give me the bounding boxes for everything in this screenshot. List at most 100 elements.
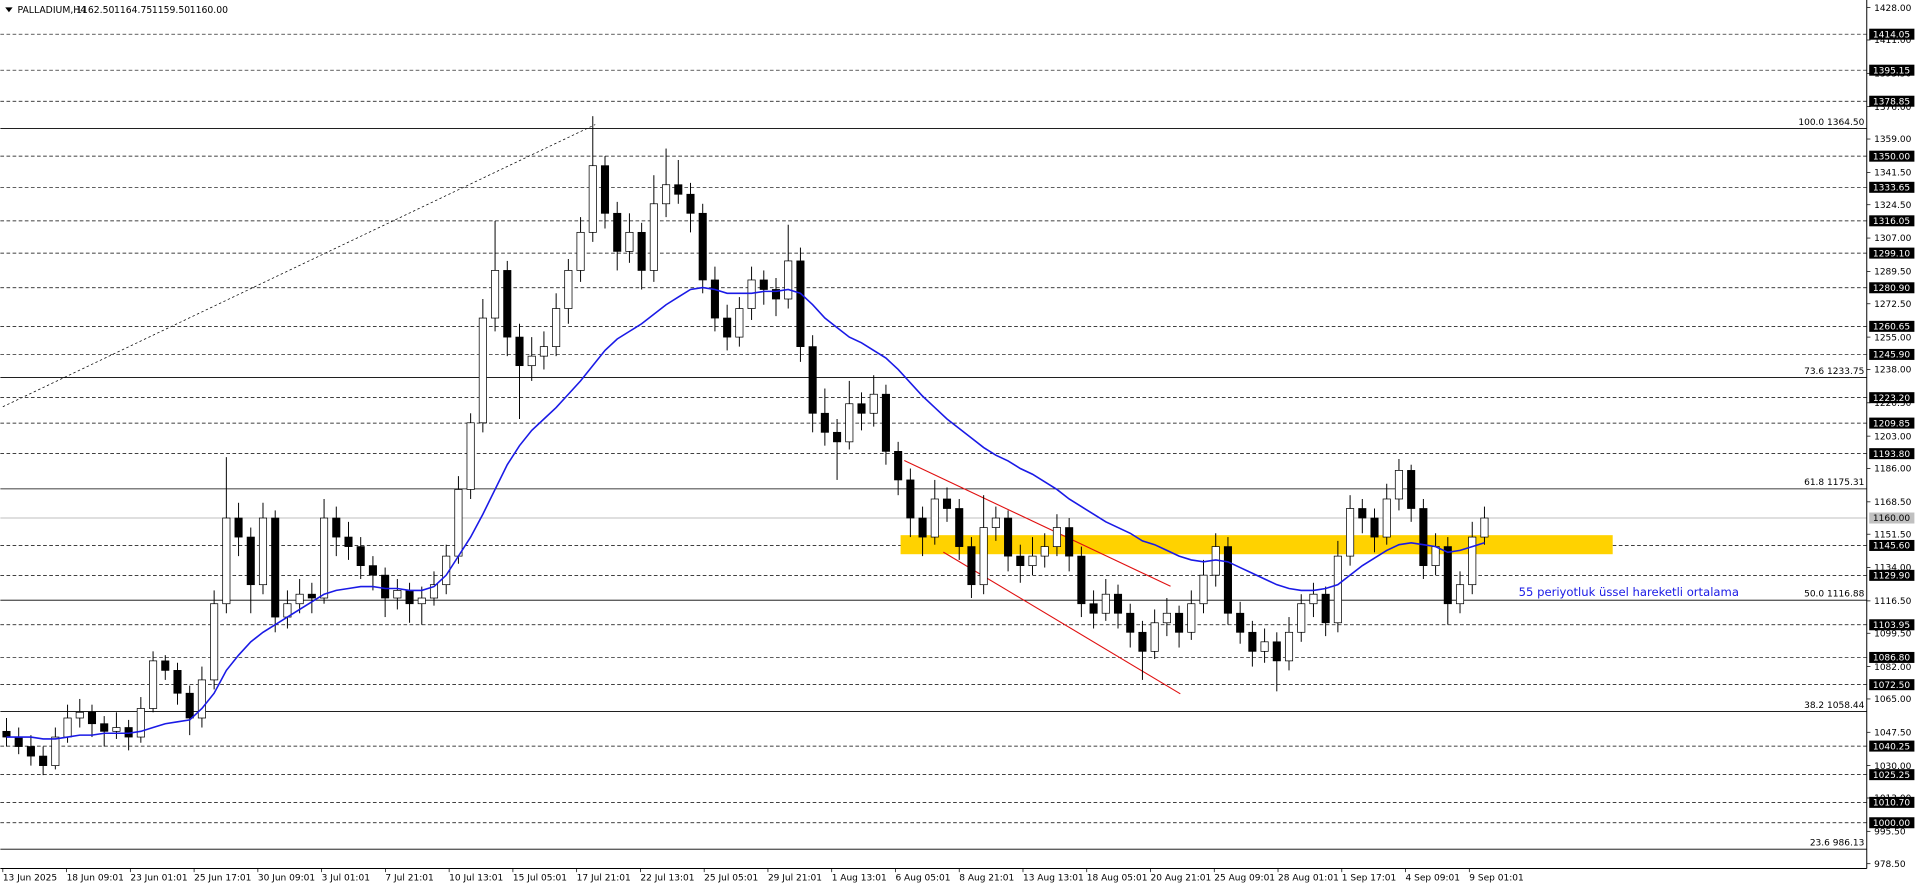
y-tick-label: 1428.00 — [1874, 4, 1912, 14]
x-tick-label: 23 Jun 01:01 — [130, 874, 187, 884]
level-label: 1129.90 — [1873, 572, 1911, 582]
x-tick-label: 18 Jun 09:01 — [67, 874, 124, 884]
fib-label: 38.2 1058.44 — [1804, 701, 1864, 711]
level-label: 1010.70 — [1873, 799, 1911, 809]
ema-line — [6, 286, 1485, 740]
candle-body — [173, 670, 182, 694]
level-label: 1260.65 — [1873, 323, 1910, 333]
menu-icon[interactable] — [5, 7, 13, 13]
candle-body — [149, 660, 158, 709]
y-tick-label: 1065.00 — [1874, 695, 1912, 705]
candle-body — [234, 517, 243, 538]
level-label: 1193.80 — [1873, 450, 1911, 460]
x-tick-label: 1 Aug 13:01 — [832, 874, 887, 884]
level-box — [1869, 320, 1915, 332]
candle-body — [1370, 517, 1379, 538]
candle-body — [1162, 612, 1171, 624]
x-tick-label: 1 Sep 17:01 — [1342, 874, 1396, 884]
candle-body — [1431, 546, 1440, 567]
candle-body — [613, 212, 622, 252]
candle-body — [600, 165, 610, 214]
candle-body — [710, 279, 719, 319]
candle-body — [967, 546, 976, 586]
level-box — [1869, 651, 1915, 663]
candle-body — [1382, 498, 1391, 538]
candle-body — [625, 231, 634, 252]
header-high: 1164.75 — [114, 5, 152, 16]
candle-body — [662, 184, 671, 205]
level-box — [1869, 448, 1915, 460]
candle-body — [930, 498, 939, 538]
candle-body — [1272, 641, 1281, 662]
y-tick-label: 1220.50 — [1874, 399, 1912, 409]
y-tick-label: 1255.00 — [1874, 333, 1912, 343]
level-box — [1869, 539, 1915, 551]
y-tick-label: 1116.50 — [1874, 597, 1912, 607]
candle-body — [881, 393, 890, 452]
candle-body — [1443, 546, 1452, 605]
header-close: 1160.00 — [190, 5, 228, 16]
candle-body — [222, 517, 231, 605]
candle-body — [942, 498, 952, 509]
candle-body — [136, 708, 145, 738]
candle-body — [429, 584, 439, 599]
candle-body — [527, 355, 536, 367]
candle-body — [515, 336, 524, 367]
y-tick-label: 1238.00 — [1874, 366, 1912, 376]
candle-body — [686, 193, 695, 214]
candle-body — [845, 403, 854, 443]
level-label: 1209.85 — [1873, 419, 1910, 429]
y-tick-label: 1047.50 — [1874, 728, 1912, 738]
level-box — [1869, 817, 1915, 829]
level-box — [1869, 740, 1915, 752]
level-box — [1869, 348, 1915, 360]
candle-body — [75, 711, 84, 719]
level-box — [1869, 150, 1915, 162]
candle-body — [906, 479, 915, 519]
candle-body — [271, 517, 280, 618]
level-label: 1280.90 — [1873, 284, 1911, 294]
candle-body — [1297, 603, 1306, 633]
candle-body — [344, 536, 353, 547]
y-tick-label: 1186.00 — [1874, 465, 1912, 475]
candle-body — [698, 212, 707, 281]
y-tick-label: 1324.50 — [1874, 201, 1912, 211]
candle-body — [320, 517, 329, 599]
x-tick-label: 18 Aug 05:01 — [1087, 874, 1148, 884]
x-tick-label: 17 Jul 21:01 — [577, 874, 631, 884]
y-tick-label: 1341.50 — [1874, 169, 1912, 179]
candle-body — [87, 711, 97, 725]
candle-body — [1040, 546, 1049, 557]
x-tick-label: 13 Aug 13:01 — [1023, 874, 1084, 884]
candle-body — [784, 260, 793, 300]
candle-body — [918, 517, 927, 538]
level-label: 1299.10 — [1873, 249, 1911, 259]
candle-body — [14, 736, 23, 747]
candle-body — [991, 517, 1000, 528]
x-tick-label: 8 Aug 21:01 — [959, 874, 1014, 884]
level-label: 1414.05 — [1873, 30, 1910, 40]
level-label: 1145.60 — [1873, 542, 1911, 552]
level-box — [1869, 769, 1915, 781]
candle-body — [1004, 517, 1013, 557]
header-open: 1162.50 — [76, 5, 114, 16]
y-tick-label: 1359.00 — [1874, 135, 1912, 145]
level-box — [1869, 619, 1915, 631]
y-tick-label: 1411.00 — [1874, 36, 1912, 46]
y-tick-label: 1289.50 — [1874, 268, 1912, 278]
candle-body — [857, 403, 866, 414]
y-tick-label: 1203.00 — [1874, 432, 1912, 442]
y-tick-label: 1376.00 — [1874, 103, 1912, 113]
level-box — [1869, 392, 1915, 404]
candle-body — [307, 593, 316, 599]
candle-body — [1394, 470, 1403, 500]
level-box — [1869, 247, 1915, 259]
candle-body — [1468, 536, 1477, 586]
candle-body — [246, 536, 255, 586]
level-box — [1869, 95, 1915, 107]
channel-upper — [904, 459, 1171, 587]
current-price-box — [1869, 512, 1915, 524]
candle-body — [1199, 574, 1208, 605]
candle-body — [1284, 631, 1294, 662]
